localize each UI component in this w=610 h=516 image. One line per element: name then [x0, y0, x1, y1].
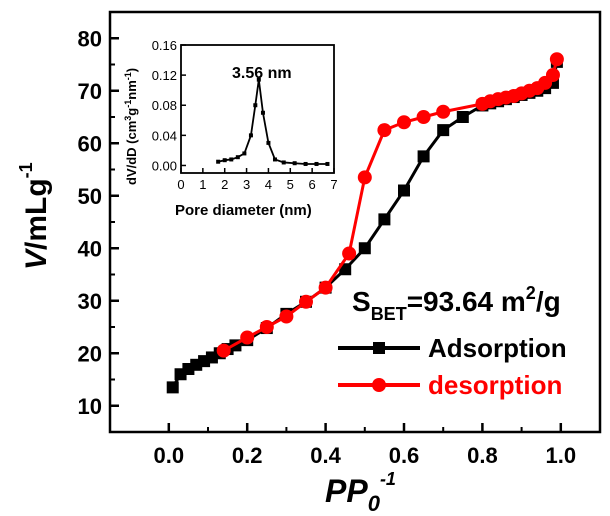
main-y-tick-label: 50 — [78, 184, 102, 209]
inset-x-tick-label: 4 — [265, 177, 272, 192]
main-x-tick-label: 0.4 — [310, 443, 341, 468]
inset-x-tick-label: 1 — [199, 177, 206, 192]
main-y-tick-label: 70 — [78, 79, 102, 104]
inset-data-point — [325, 161, 330, 166]
main-x-tick-label: 0.8 — [467, 443, 498, 468]
main-y-axis-label: V/mLg-1 — [16, 162, 53, 270]
inset-data-point — [229, 157, 234, 162]
data-point-desorption — [475, 96, 490, 111]
data-point-desorption — [436, 104, 451, 119]
inset-x-tick-label: 3 — [243, 177, 250, 192]
data-point-adsorption — [358, 242, 371, 255]
inset-data-point — [256, 77, 261, 82]
inset-data-point — [260, 110, 265, 115]
inset-data-point — [303, 161, 308, 166]
inset-data-point — [248, 133, 253, 138]
data-point-desorption — [299, 294, 313, 309]
data-point-desorption — [318, 280, 333, 295]
data-point-adsorption — [378, 213, 391, 226]
data-point-desorption — [216, 343, 231, 358]
bet-surface-area-annotation: SBET=93.64 m2/g — [352, 283, 561, 324]
inset-y-tick-label: 0.12 — [152, 68, 177, 83]
legend-item-desorption: desorption — [338, 370, 562, 400]
data-point-adsorption — [417, 150, 430, 163]
data-point-desorption — [259, 320, 274, 334]
inset-x-tick-label: 7 — [330, 177, 337, 192]
inset-y-axis-label: dV/dD (cm3g-1nm-1) — [123, 68, 139, 185]
inset-data-point — [292, 161, 297, 166]
main-x-axis-label: PP0-1 — [325, 469, 396, 516]
inset-y-tick-label: 0.08 — [152, 98, 177, 113]
main-y-tick-label: 80 — [78, 26, 102, 51]
inset-y-tick-label: 0.16 — [152, 38, 177, 53]
legend-item-adsorption: Adsorption — [338, 333, 567, 363]
inset-data-point — [253, 103, 258, 108]
data-point-desorption — [416, 110, 431, 124]
inset-pore-size-chart: 0 1 2 3 4 5 6 7 0.00 0.04 0.08 0.12 0.16 3.56 nm Por… — [123, 38, 338, 219]
main-y-tick-label: 40 — [78, 236, 102, 261]
main-x-tick-label: 0.6 — [389, 443, 420, 468]
main-y-tick-label: 10 — [78, 394, 102, 419]
legend-marker-circle — [372, 378, 386, 392]
inset-plot-frame — [180, 44, 335, 174]
legend: Adsorption desorption — [338, 333, 567, 400]
data-point-adsorption — [437, 124, 450, 137]
data-point-adsorption — [166, 381, 179, 394]
inset-data-point — [235, 155, 240, 160]
data-point-desorption — [549, 52, 564, 67]
data-point-adsorption — [339, 263, 352, 276]
inset-x-tick-label: 6 — [309, 177, 316, 192]
data-point-desorption — [377, 123, 392, 138]
data-point-adsorption — [398, 184, 410, 197]
legend-label-adsorption: Adsorption — [428, 333, 567, 363]
data-point-desorption — [279, 309, 294, 324]
inset-data-point — [314, 161, 319, 166]
data-point-desorption — [342, 246, 357, 261]
inset-x-tick-label: 5 — [287, 177, 294, 192]
inset-data-point — [242, 151, 247, 156]
legend-marker-square — [373, 342, 385, 354]
inset-data-point — [266, 140, 271, 145]
main-x-tick-label: 1.0 — [546, 443, 577, 468]
data-point-desorption — [357, 170, 372, 185]
inset-x-axis-label: Pore diameter (nm) — [175, 202, 312, 219]
data-point-desorption — [240, 330, 255, 345]
inset-x-tick-label: 0 — [177, 177, 184, 192]
inset-x-tick-label: 2 — [221, 177, 228, 192]
inset-pore-distribution-line — [217, 79, 328, 165]
inset-data-point — [272, 157, 277, 162]
inset-data-point — [216, 159, 221, 164]
inset-y-tick-label: 0.00 — [152, 158, 177, 173]
main-x-tick-label: 0.2 — [232, 443, 263, 468]
legend-label-desorption: desorption — [428, 370, 562, 400]
main-y-tick-label: 60 — [78, 131, 102, 156]
inset-data-point — [281, 160, 286, 165]
main-y-tick-label: 20 — [78, 341, 102, 366]
data-point-desorption — [397, 115, 411, 130]
data-point-adsorption — [456, 111, 469, 123]
main-x-tick-label: 0.0 — [154, 443, 185, 468]
inset-peak-label: 3.56 nm — [232, 65, 292, 82]
inset-y-tick-label: 0.04 — [152, 128, 177, 143]
main-y-tick-label: 30 — [78, 289, 102, 314]
inset-data-point — [222, 158, 227, 163]
